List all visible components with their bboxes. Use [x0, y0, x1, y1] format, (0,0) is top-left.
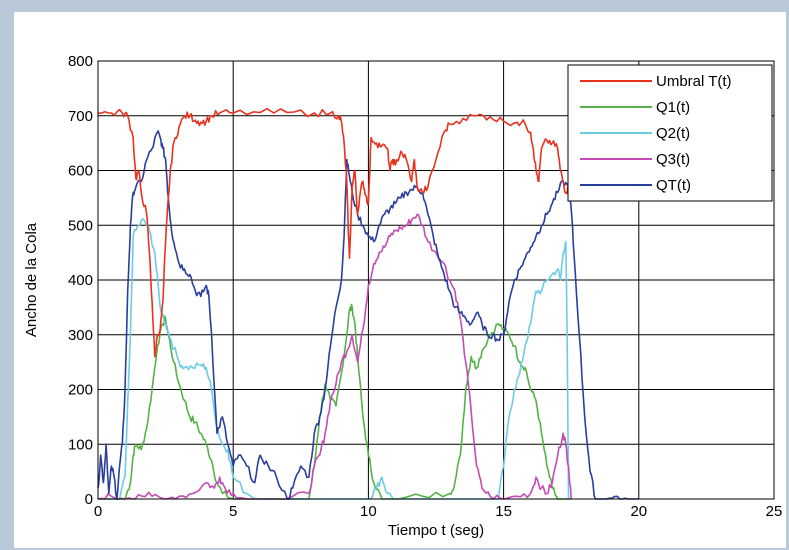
series-line-3 [97, 213, 572, 500]
y-tick-label: 600 [68, 163, 93, 180]
legend-box [567, 64, 773, 202]
x-tick-label: 20 [630, 503, 647, 520]
chart-panel: 0 5 10 15 20 25 0 100 200 300 400 500 600 700 800 Tie… [14, 12, 786, 548]
y-tick-label: 200 [68, 382, 93, 399]
plot-border [97, 60, 775, 500]
y-tick-labels: 0 100 200 300 400 500 600 700 800 [68, 53, 93, 508]
y-tick-label: 400 [68, 272, 93, 289]
y-axis-label: Ancho de la Cola [23, 222, 40, 337]
x-tick-label: 15 [495, 503, 512, 520]
x-tick-label: 25 [766, 503, 783, 520]
y-tick-label: 100 [68, 436, 93, 453]
x-tick-label: 10 [360, 503, 377, 520]
y-tick-label: 800 [68, 53, 93, 70]
series-layer [97, 107, 639, 500]
legend-label: Q1(t) [656, 99, 690, 116]
y-tick-label: 0 [85, 491, 93, 508]
series-line-0 [97, 107, 570, 358]
legend: Umbral T(t) Q1(t) Q2(t) Q3(t) QT(t) [567, 64, 773, 202]
y-tick-label: 700 [68, 108, 93, 125]
x-tick-label: 0 [94, 503, 102, 520]
x-tick-labels: 0 5 10 15 20 25 [94, 503, 783, 520]
line-chart: 0 5 10 15 20 25 0 100 200 300 400 500 600 700 800 Tie… [23, 53, 783, 539]
series-line-4 [97, 130, 639, 500]
x-tick-label: 5 [229, 503, 237, 520]
legend-label: Q3(t) [656, 151, 690, 168]
x-axis-label: Tiempo t (seg) [388, 522, 484, 539]
legend-label: Q2(t) [656, 125, 690, 142]
legend-label: Umbral T(t) [656, 73, 732, 90]
legend-label: QT(t) [656, 177, 691, 194]
y-tick-label: 300 [68, 327, 93, 344]
y-tick-label: 500 [68, 217, 93, 234]
